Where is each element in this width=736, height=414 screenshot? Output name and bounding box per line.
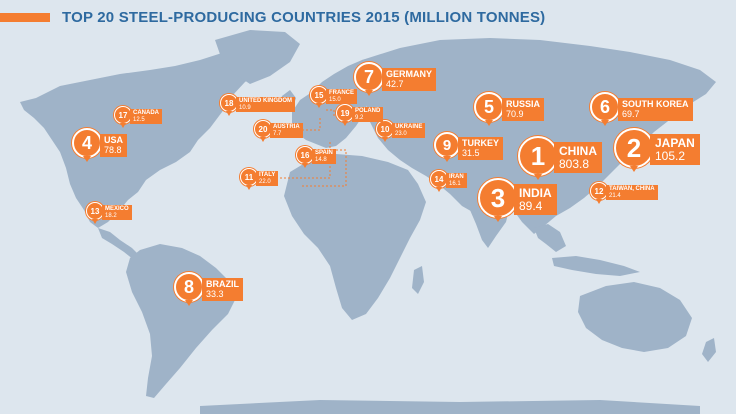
greenland-landmass	[215, 30, 300, 84]
rank-badge: 20	[254, 120, 272, 142]
country-tag: POLAND 9.2	[352, 107, 384, 122]
country-name: TURKEY	[462, 138, 500, 148]
country-value: 105.2	[655, 149, 686, 163]
country-value: 23.0	[395, 131, 407, 137]
country-value: 16.1	[449, 181, 461, 187]
rank-badge: 7	[354, 62, 384, 96]
rank-badge: 5	[474, 92, 504, 126]
country-tag: JAPAN 105.2	[650, 134, 700, 165]
country-value: 18.2	[105, 213, 117, 219]
country-name: JAPAN	[655, 136, 695, 150]
country-value: 7.7	[273, 131, 282, 137]
country-value: 70.9	[506, 109, 524, 119]
country-name: UKRAINE	[395, 124, 423, 130]
country-tag: FRANCE 15.0	[326, 89, 357, 104]
country-tag: UNITED KINGDOM 10.9	[236, 97, 295, 112]
country-tag: ITALY 22.0	[256, 171, 279, 186]
north-america-landmass	[20, 48, 270, 228]
country-name: SPAIN	[315, 150, 333, 156]
country-name: CHINA	[559, 144, 597, 158]
antarctica-landmass	[200, 400, 700, 414]
page-title: TOP 20 STEEL-PRODUCING COUNTRIES 2015 (M…	[62, 9, 546, 26]
country-tag: TURKEY 31.5	[458, 137, 504, 160]
rank-badge: 2	[614, 128, 654, 172]
rank-badge: 11	[240, 168, 258, 190]
country-name: INDIA	[519, 186, 552, 200]
rank-badge: 12	[590, 182, 608, 204]
country-tag: RUSSIA 70.9	[502, 98, 545, 121]
rank-badge: 1	[518, 136, 558, 180]
leader-line-france	[326, 109, 335, 118]
country-tag: SPAIN 14.8	[312, 149, 336, 164]
country-value: 10.9	[239, 105, 251, 111]
madagascar-landmass	[412, 266, 424, 294]
country-value: 78.8	[104, 145, 122, 155]
country-tag: TAIWAN, CHINA 21.4	[606, 185, 658, 200]
central-america-landmass	[98, 228, 140, 260]
country-name: BRAZIL	[206, 279, 239, 289]
country-tag: SOUTH KOREA 69.7	[618, 98, 693, 121]
title-accent-bar	[0, 13, 50, 22]
country-name: GERMANY	[386, 69, 433, 79]
new-zealand-landmass	[702, 338, 716, 362]
rank-badge: 4	[72, 128, 102, 162]
southeast-asia-landmass	[534, 224, 566, 252]
australia-landmass	[578, 282, 692, 352]
rank-badge: 14	[430, 170, 448, 192]
country-value: 89.4	[519, 199, 543, 213]
country-tag: IRAN 16.1	[446, 173, 467, 188]
rank-badge: 3	[478, 178, 518, 222]
country-value: 14.8	[315, 157, 327, 163]
country-name: AUSTRIA	[273, 124, 300, 130]
africa-landmass	[284, 154, 426, 320]
indonesia-landmass	[552, 256, 640, 276]
leader-line-austria	[286, 116, 321, 131]
country-name: RUSSIA	[506, 99, 541, 109]
rank-badge: 8	[174, 272, 204, 306]
country-name: TAIWAN, CHINA	[609, 186, 655, 192]
country-value: 22.0	[259, 179, 271, 185]
country-tag: AUSTRIA 7.7	[270, 123, 303, 138]
country-tag: CHINA 803.8	[554, 142, 602, 173]
country-value: 69.7	[622, 109, 640, 119]
country-value: 15.0	[329, 97, 341, 103]
country-value: 9.2	[355, 115, 364, 121]
country-name: USA	[104, 135, 124, 145]
country-value: 33.3	[206, 289, 224, 299]
country-tag: CANADA 12.5	[130, 109, 162, 124]
country-tag: INDIA 89.4	[514, 184, 557, 215]
country-tag: MEXICO 18.2	[102, 205, 132, 220]
country-name: MEXICO	[105, 206, 129, 212]
leader-line-italy	[272, 140, 331, 179]
rank-badge: 9	[434, 132, 460, 162]
country-value: 21.4	[609, 193, 621, 199]
country-name: UNITED KINGDOM	[239, 98, 292, 104]
country-value: 42.7	[386, 79, 404, 89]
country-tag: BRAZIL 33.3	[202, 278, 243, 301]
country-tag: USA 78.8	[100, 134, 128, 157]
country-tag: UKRAINE 23.0	[392, 123, 426, 138]
country-name: CANADA	[133, 110, 159, 116]
country-name: FRANCE	[329, 90, 354, 96]
country-name: IRAN	[449, 174, 464, 180]
country-value: 12.5	[133, 117, 145, 123]
country-name: ITALY	[259, 172, 276, 178]
country-value: 31.5	[462, 148, 480, 158]
country-name: POLAND	[355, 108, 381, 114]
rank-badge: 6	[590, 92, 620, 126]
country-tag: GERMANY 42.7	[382, 68, 437, 91]
country-name: SOUTH KOREA	[622, 99, 689, 109]
country-value: 803.8	[559, 157, 590, 171]
